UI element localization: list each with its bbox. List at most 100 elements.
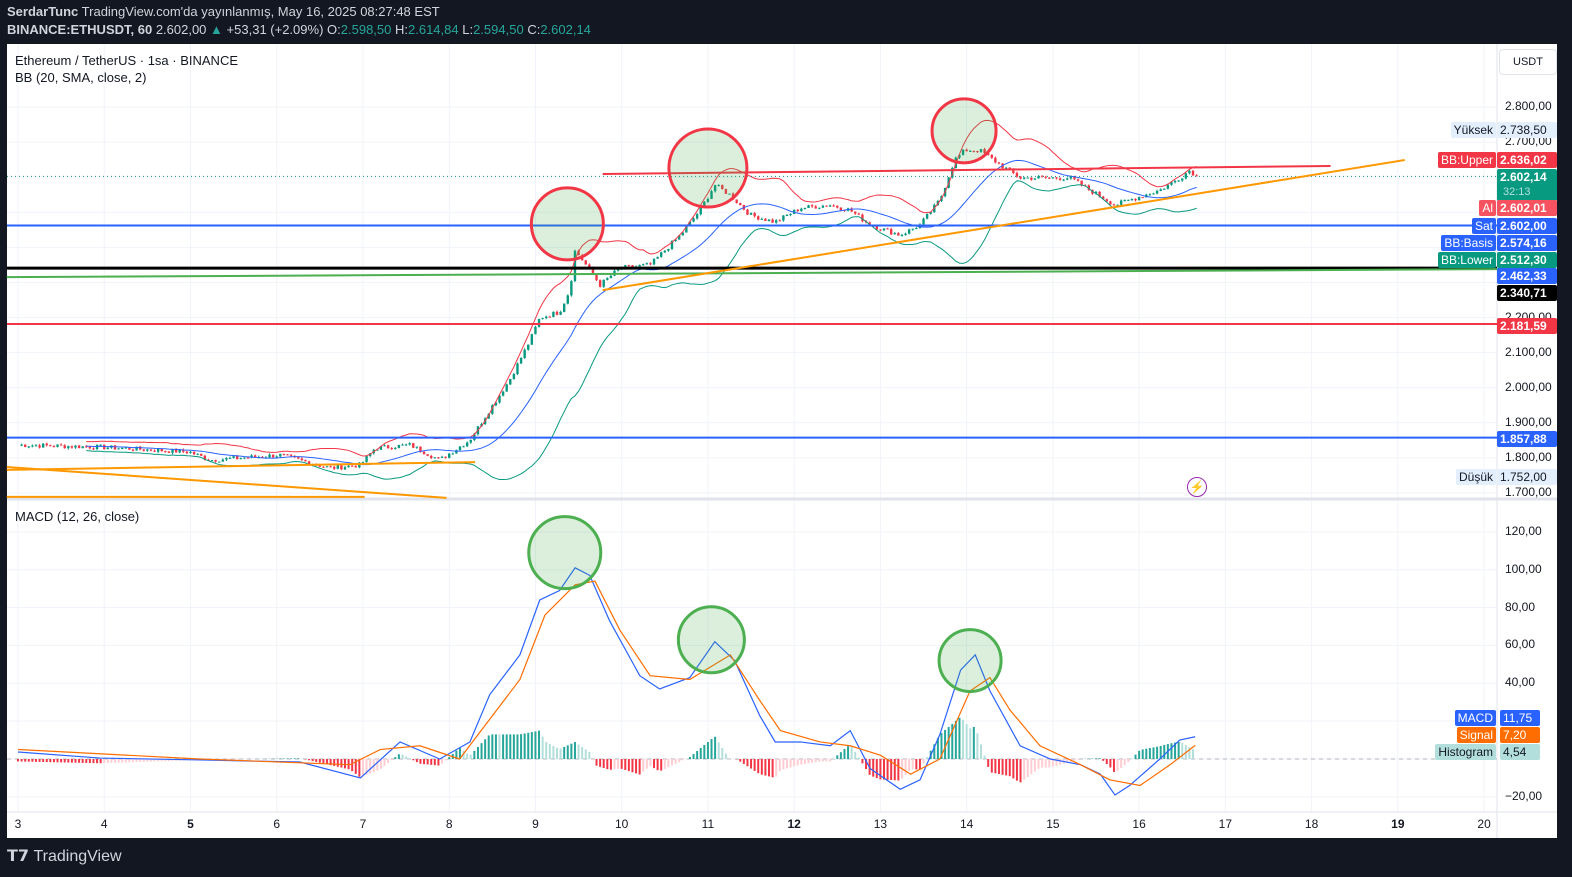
- trend-line: [6, 466, 447, 499]
- histogram-bar: [146, 759, 149, 762]
- candle: [1155, 190, 1159, 194]
- histogram-bar: [448, 757, 451, 759]
- candle: [38, 445, 41, 448]
- candle: [494, 402, 498, 406]
- histogram-bar: [918, 759, 921, 770]
- candle: [386, 445, 390, 449]
- candle: [832, 205, 835, 207]
- histogram-bar: [336, 759, 339, 767]
- histogram-bar: [688, 756, 691, 759]
- candle: [279, 453, 282, 457]
- price-tick-label: 1.900,00: [1505, 414, 1552, 429]
- histogram-bar: [383, 759, 386, 766]
- histogram-bar: [81, 759, 84, 763]
- histogram-bar: [573, 742, 576, 759]
- candle: [1152, 193, 1155, 195]
- candle: [1073, 176, 1076, 180]
- candle: [577, 250, 580, 256]
- histogram-bar: [969, 728, 972, 759]
- candle: [674, 239, 677, 241]
- histogram-bar: [994, 759, 997, 774]
- histogram-bar: [92, 759, 95, 764]
- time-tick-label: 19: [1391, 817, 1405, 831]
- candle: [990, 154, 993, 158]
- candle: [1159, 189, 1162, 191]
- histogram-bar: [796, 759, 799, 766]
- histogram-bar: [1008, 759, 1011, 777]
- candle: [721, 185, 724, 190]
- macd-indicator-legend[interactable]: MACD (12, 26, close): [15, 509, 140, 524]
- candle: [401, 444, 404, 446]
- histogram-bar: [458, 748, 461, 759]
- highlight-circle: [937, 628, 1003, 694]
- candle: [397, 444, 401, 448]
- countdown-label: 32:13: [1503, 186, 1531, 198]
- open-value: 2.598,50: [340, 22, 392, 37]
- price-tick-label: 2.000,00: [1505, 379, 1552, 394]
- time-tick-label: 10: [614, 817, 629, 831]
- histogram-bar: [1102, 759, 1105, 761]
- candle: [706, 198, 710, 202]
- price-badge-value: 2.602,14: [1497, 169, 1557, 201]
- candle: [286, 454, 289, 456]
- candle: [1170, 182, 1173, 185]
- time-tick-label: 3: [14, 817, 22, 831]
- candle: [1148, 194, 1152, 196]
- histogram-bar: [789, 759, 792, 768]
- candle: [724, 189, 728, 194]
- currency-button[interactable]: USDT: [1499, 49, 1557, 75]
- histogram-bar: [56, 759, 59, 763]
- candle: [297, 457, 300, 459]
- bb-lower-line: [86, 180, 1197, 480]
- highlight-circle: [930, 97, 998, 165]
- candle: [915, 228, 918, 230]
- histogram-bar: [947, 726, 950, 759]
- tradingview-logo[interactable]: 𝗧𝟳 TradingView: [7, 846, 122, 866]
- candle: [983, 149, 986, 154]
- histogram-bar: [760, 759, 763, 775]
- lightning-icon[interactable]: ⚡: [1187, 477, 1207, 497]
- histogram-bar: [484, 739, 487, 759]
- histogram-bar: [17, 759, 19, 762]
- highlight-circle: [527, 515, 603, 591]
- candle: [1058, 178, 1062, 180]
- candle: [451, 453, 454, 455]
- histogram-bar: [660, 759, 663, 771]
- candle: [318, 465, 322, 467]
- candle: [573, 250, 577, 282]
- histogram-bar: [997, 759, 1000, 775]
- histogram-bar: [354, 759, 357, 774]
- histogram-bar: [570, 743, 573, 759]
- candle: [753, 213, 756, 217]
- candle: [1098, 191, 1101, 197]
- histogram-bar: [566, 745, 569, 759]
- price-pane-title: Ethereum / TetherUS · 1sa · BINANCE: [15, 53, 239, 68]
- candle: [469, 440, 472, 443]
- candle: [961, 149, 965, 155]
- publisher-name[interactable]: SerdarTunc: [7, 4, 79, 19]
- candle: [814, 206, 817, 209]
- histogram-bar: [124, 759, 127, 763]
- candle: [20, 444, 23, 446]
- histogram-bar: [167, 759, 170, 761]
- candle: [261, 456, 264, 458]
- histogram-bar: [904, 759, 907, 775]
- histogram-bar: [990, 759, 993, 773]
- candle: [343, 467, 347, 470]
- candle: [767, 219, 771, 221]
- histogram-bar: [850, 746, 853, 759]
- time-tick-label: 16: [1132, 817, 1146, 831]
- macd-tick-label: 60,00: [1505, 637, 1536, 652]
- histogram-bar: [505, 734, 508, 759]
- candle: [972, 150, 976, 152]
- trend-line: [602, 164, 1331, 176]
- histogram-bar: [149, 759, 152, 762]
- candle: [904, 233, 907, 235]
- histogram-bar: [818, 759, 821, 762]
- candle: [1019, 176, 1022, 179]
- candle: [778, 220, 781, 222]
- histogram-bar: [656, 759, 659, 771]
- bb-indicator-legend[interactable]: BB (20, SMA, close, 2): [15, 70, 147, 85]
- histogram-bar: [117, 759, 120, 763]
